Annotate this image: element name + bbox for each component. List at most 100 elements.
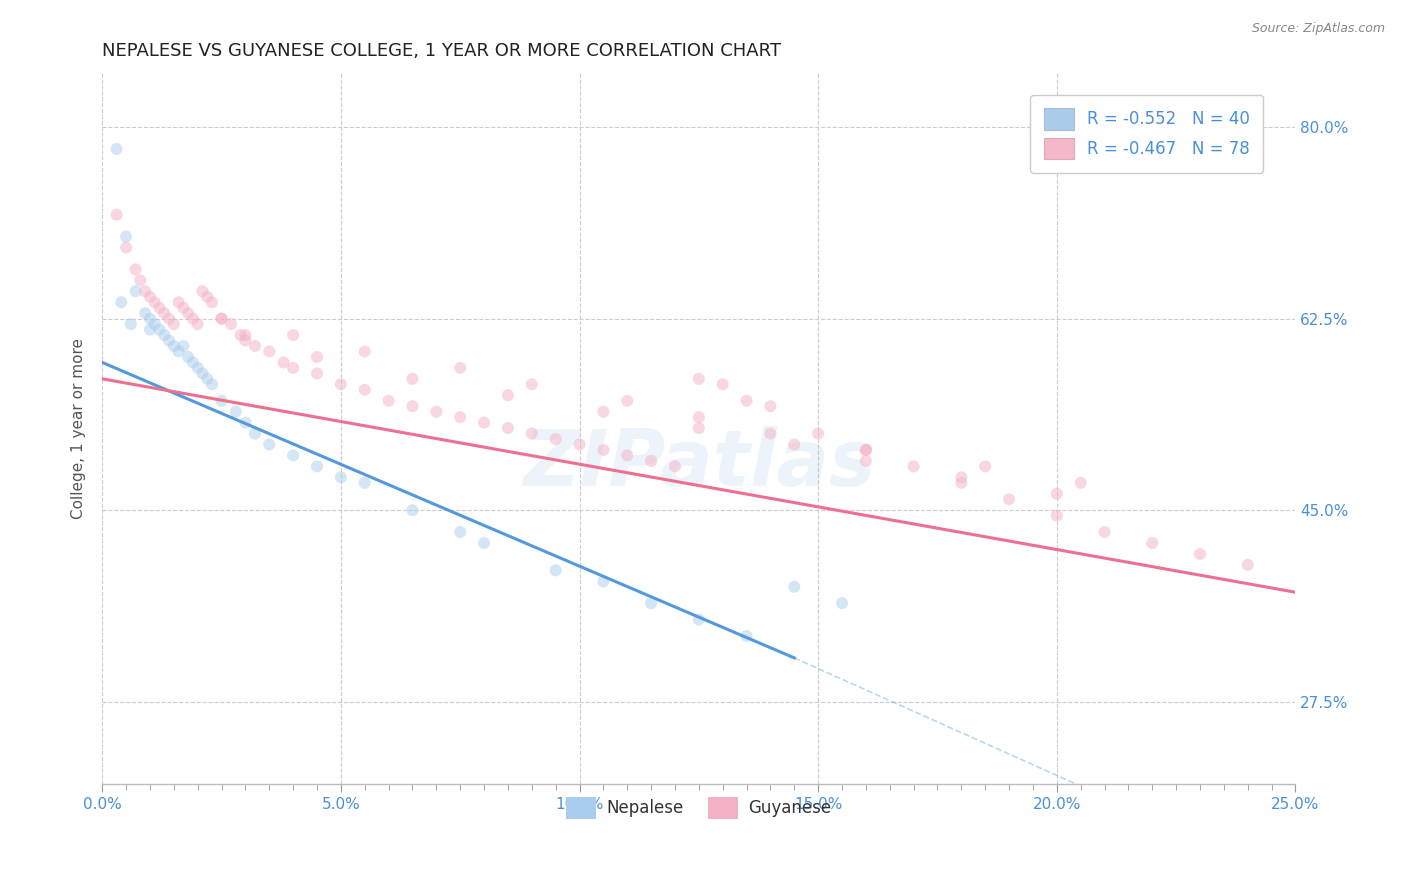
Point [273,355,295,369]
Point [163,317,186,331]
Point [219,317,242,331]
Point [167,295,190,310]
Point [377,393,399,408]
Point [449,524,471,539]
Point [472,416,495,430]
Point [305,350,328,364]
Point [998,492,1021,507]
Point [211,393,233,408]
Point [1188,547,1211,561]
Point [243,339,266,353]
Point [115,240,138,254]
Point [115,229,138,244]
Text: NEPALESE VS GUYANESE COLLEGE, 1 YEAR OR MORE CORRELATION CHART: NEPALESE VS GUYANESE COLLEGE, 1 YEAR OR … [103,42,782,60]
Point [211,311,233,326]
Point [496,388,519,402]
Point [759,426,782,441]
Point [401,372,423,386]
Point [177,306,200,320]
Text: Source: ZipAtlas.com: Source: ZipAtlas.com [1251,22,1385,36]
Point [425,405,447,419]
Point [1094,524,1116,539]
Point [153,328,176,343]
Point [950,470,973,484]
Point [1236,558,1258,572]
Point [1142,536,1164,550]
Point [592,574,614,589]
Point [807,426,830,441]
Point [181,355,204,369]
Y-axis label: College, 1 year or more: College, 1 year or more [72,337,86,518]
Point [225,405,247,419]
Point [329,470,352,484]
Point [195,372,218,386]
Point [449,410,471,425]
Point [950,475,973,490]
Point [195,290,218,304]
Point [855,442,877,457]
Point [172,301,194,315]
Point [903,459,925,474]
Point [640,454,662,468]
Point [568,437,591,451]
Point [167,344,190,359]
Point [110,295,132,310]
Text: ZIPatlas: ZIPatlas [523,425,875,501]
Point [616,393,638,408]
Point [688,613,710,627]
Point [187,360,209,375]
Point [616,449,638,463]
Point [243,426,266,441]
Point [163,339,186,353]
Point [449,360,471,375]
Point [191,367,214,381]
Point [259,344,281,359]
Point [664,459,686,474]
Point [281,360,304,375]
Point [974,459,997,474]
Point [134,285,156,299]
Point [281,449,304,463]
Point [187,317,209,331]
Point [783,437,806,451]
Point [592,405,614,419]
Point [831,596,853,610]
Legend: Nepalese, Guyanese: Nepalese, Guyanese [560,790,838,825]
Point [139,290,162,304]
Point [105,142,128,156]
Point [181,311,204,326]
Point [735,393,758,408]
Point [124,262,146,277]
Point [281,328,304,343]
Point [688,410,710,425]
Point [472,536,495,550]
Point [148,301,170,315]
Point [259,437,281,451]
Point [211,311,233,326]
Point [229,328,252,343]
Point [401,399,423,413]
Point [201,295,224,310]
Point [153,306,176,320]
Point [329,377,352,392]
Point [191,285,214,299]
Point [1046,487,1069,501]
Point [235,328,257,343]
Point [496,421,519,435]
Point [759,399,782,413]
Point [353,383,375,397]
Point [134,306,156,320]
Point [735,629,758,643]
Point [353,344,375,359]
Point [640,596,662,610]
Point [157,334,180,348]
Point [783,580,806,594]
Point [105,208,128,222]
Point [143,317,166,331]
Point [201,377,224,392]
Point [305,367,328,381]
Point [544,432,567,446]
Point [177,350,200,364]
Point [520,426,543,441]
Point [235,416,257,430]
